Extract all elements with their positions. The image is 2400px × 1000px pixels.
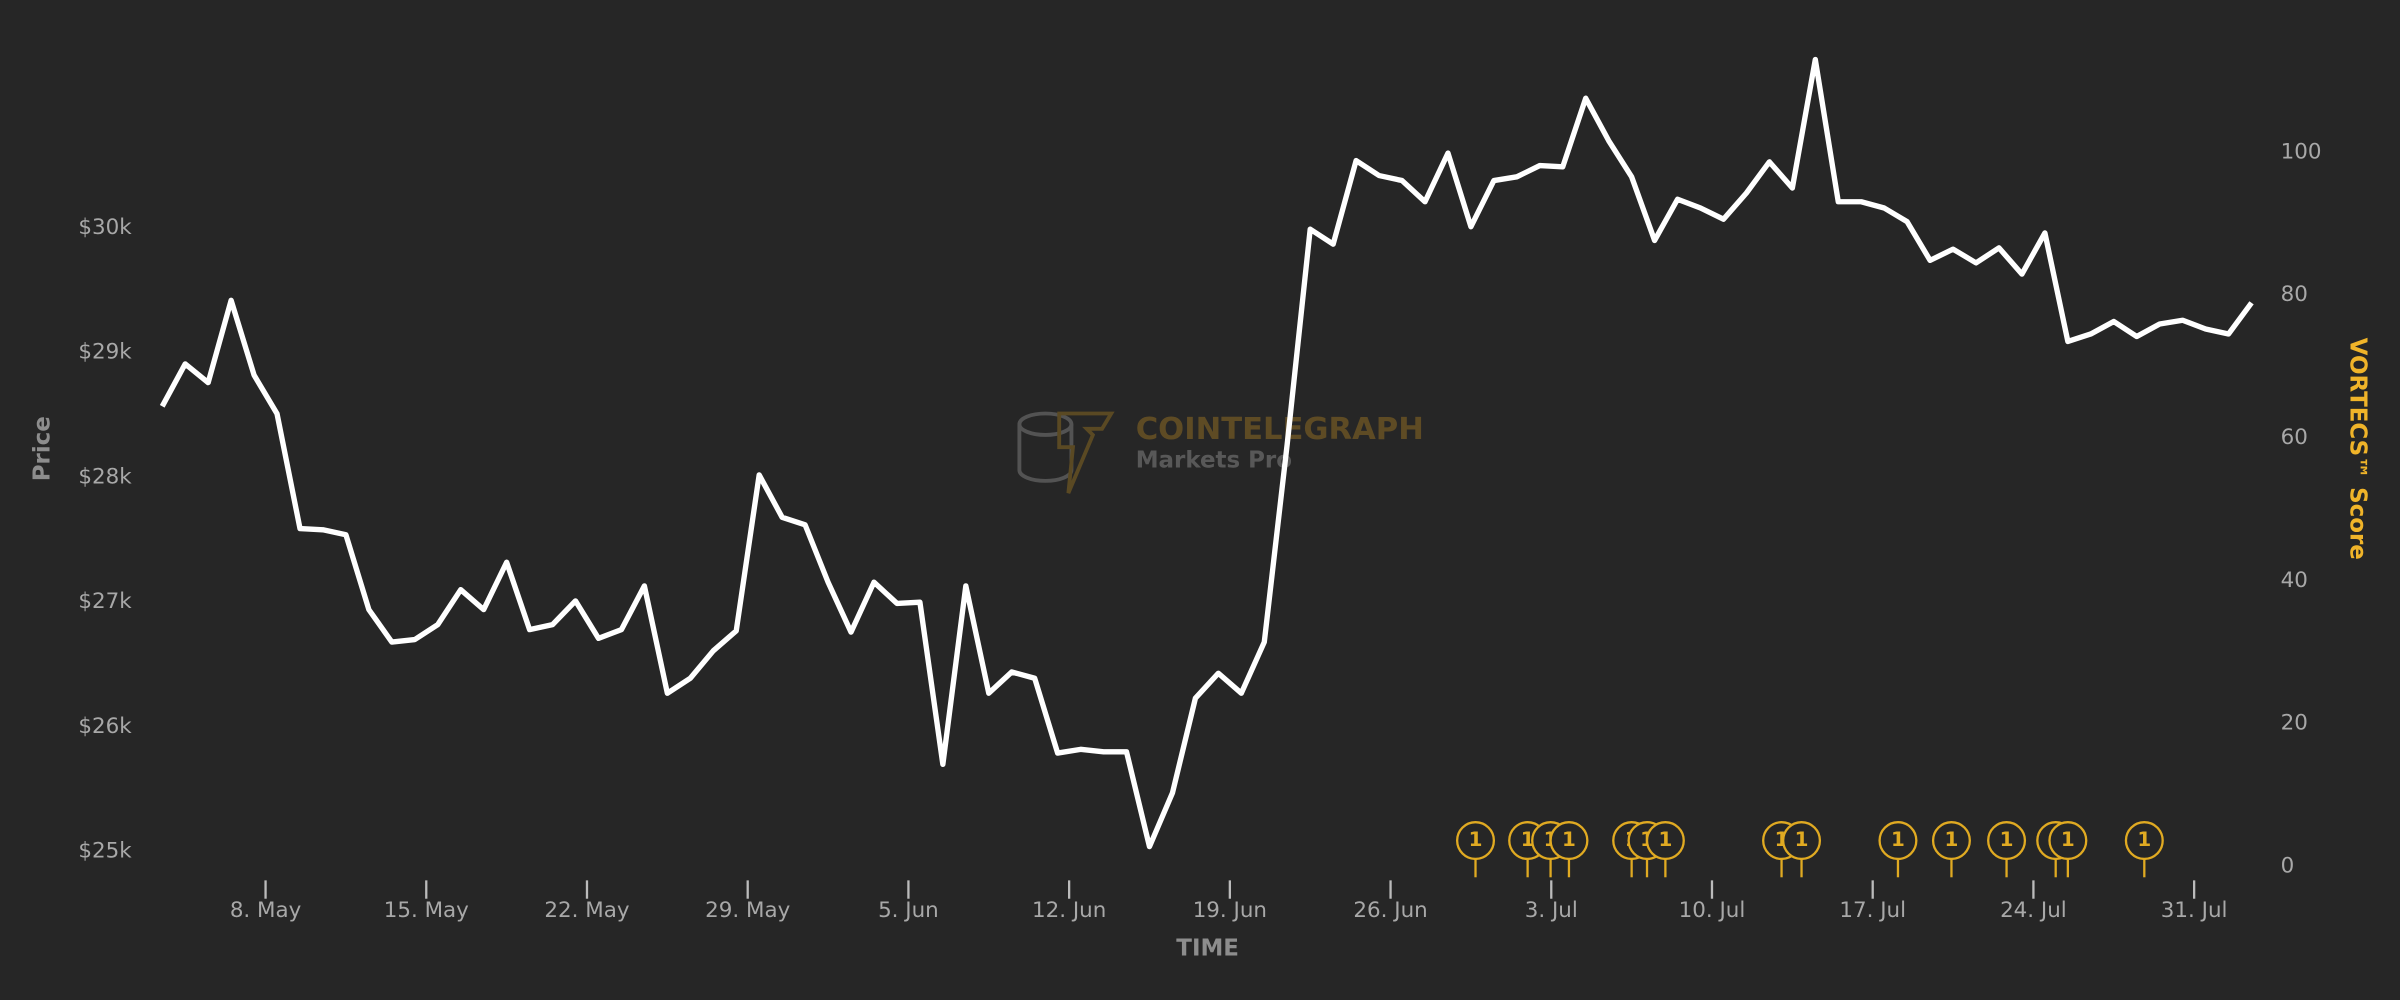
marker-circle (1455, 821, 1496, 861)
y-tick-label: $28k (78, 464, 132, 489)
y2-tick-label: 40 (2281, 568, 2308, 593)
marker-label: 1 (1658, 828, 1672, 851)
x-tick-label: 29. May (705, 898, 790, 923)
x-tick-label: 5. Jun (878, 898, 939, 923)
y2-tick-label: 60 (2281, 425, 2308, 450)
x-tick-label: 26. Jun (1353, 898, 1427, 923)
x-tick-label: 15. May (384, 898, 469, 923)
y2-tick-label: 100 (2281, 139, 2322, 164)
y-axis-title: Price (29, 416, 55, 481)
x-tick-label: 3. Jul (1525, 898, 1578, 923)
x-tick-label: 31. Jul (2161, 898, 2228, 923)
marker-circle (1782, 821, 1822, 861)
x-axis-title: TIME (1176, 936, 1239, 962)
marker-label: 1 (1562, 828, 1576, 851)
marker-circle (2048, 821, 2088, 861)
y-tick-label: $29k (78, 340, 132, 365)
marker-label: 1 (1945, 828, 1959, 851)
price-line (159, 56, 2254, 850)
vortecs-marker: 1 (1782, 821, 1822, 878)
marker-label: 1 (1521, 828, 1535, 851)
marker-circle (1878, 821, 1918, 861)
vortecs-marker: 1 (1878, 821, 1918, 878)
vortecs-marker: 1 (1645, 821, 1685, 878)
y2-axis-title: VORTECS™ Score (2345, 338, 2371, 560)
y-tick-label: $30k (78, 215, 132, 240)
y-tick-label: $27k (78, 589, 132, 614)
marker-label: 1 (1469, 828, 1483, 851)
marker-circle (1645, 821, 1685, 861)
vortecs-marker: 1 (1987, 821, 2027, 878)
marker-circle (1931, 821, 1971, 861)
y2-tick-label: 20 (2281, 711, 2308, 736)
marker-label: 1 (2137, 828, 2151, 851)
y-tick-label: $26k (78, 714, 132, 739)
logo-bolt (1057, 411, 1115, 494)
x-tick-label: 17. Jul (1839, 898, 1906, 923)
vortecs-marker: 1 (1549, 821, 1589, 878)
x-tick-label: 12. Jun (1032, 898, 1106, 923)
marker-label: 1 (1795, 828, 1809, 851)
watermark-product: Markets Pro (1136, 447, 1292, 473)
x-tick-label: 19. Jun (1193, 898, 1267, 923)
x-tick-label: 22. May (544, 898, 629, 923)
vortecs-marker: 1 (2048, 821, 2088, 878)
vortecs-marker: 1 (1931, 821, 1971, 878)
y2-tick-label: 80 (2281, 282, 2308, 307)
watermark: COINTELEGRAPH Markets Pro (1017, 411, 1424, 494)
marker-label: 1 (2000, 828, 2014, 851)
marker-label: 1 (1891, 828, 1905, 851)
watermark-brand: COINTELEGRAPH (1136, 412, 1424, 447)
x-tick-label: 10. Jul (1679, 898, 1746, 923)
vortecs-marker: 1 (2124, 821, 2164, 878)
x-tick-label: 24. Jul (2000, 898, 2067, 923)
x-tick-label: 8. May (230, 898, 302, 923)
marker-label: 1 (2061, 828, 2075, 851)
vortecs-marker: 1 (1455, 821, 1496, 878)
y-tick-label: $25k (78, 839, 132, 864)
y2-tick-label: 0 (2281, 854, 2295, 879)
logo-coin (1017, 424, 1074, 483)
logo-coin (1017, 411, 1074, 437)
marker-circle (2124, 821, 2164, 861)
marker-circle (1549, 821, 1589, 861)
marker-circle (1987, 821, 2027, 861)
